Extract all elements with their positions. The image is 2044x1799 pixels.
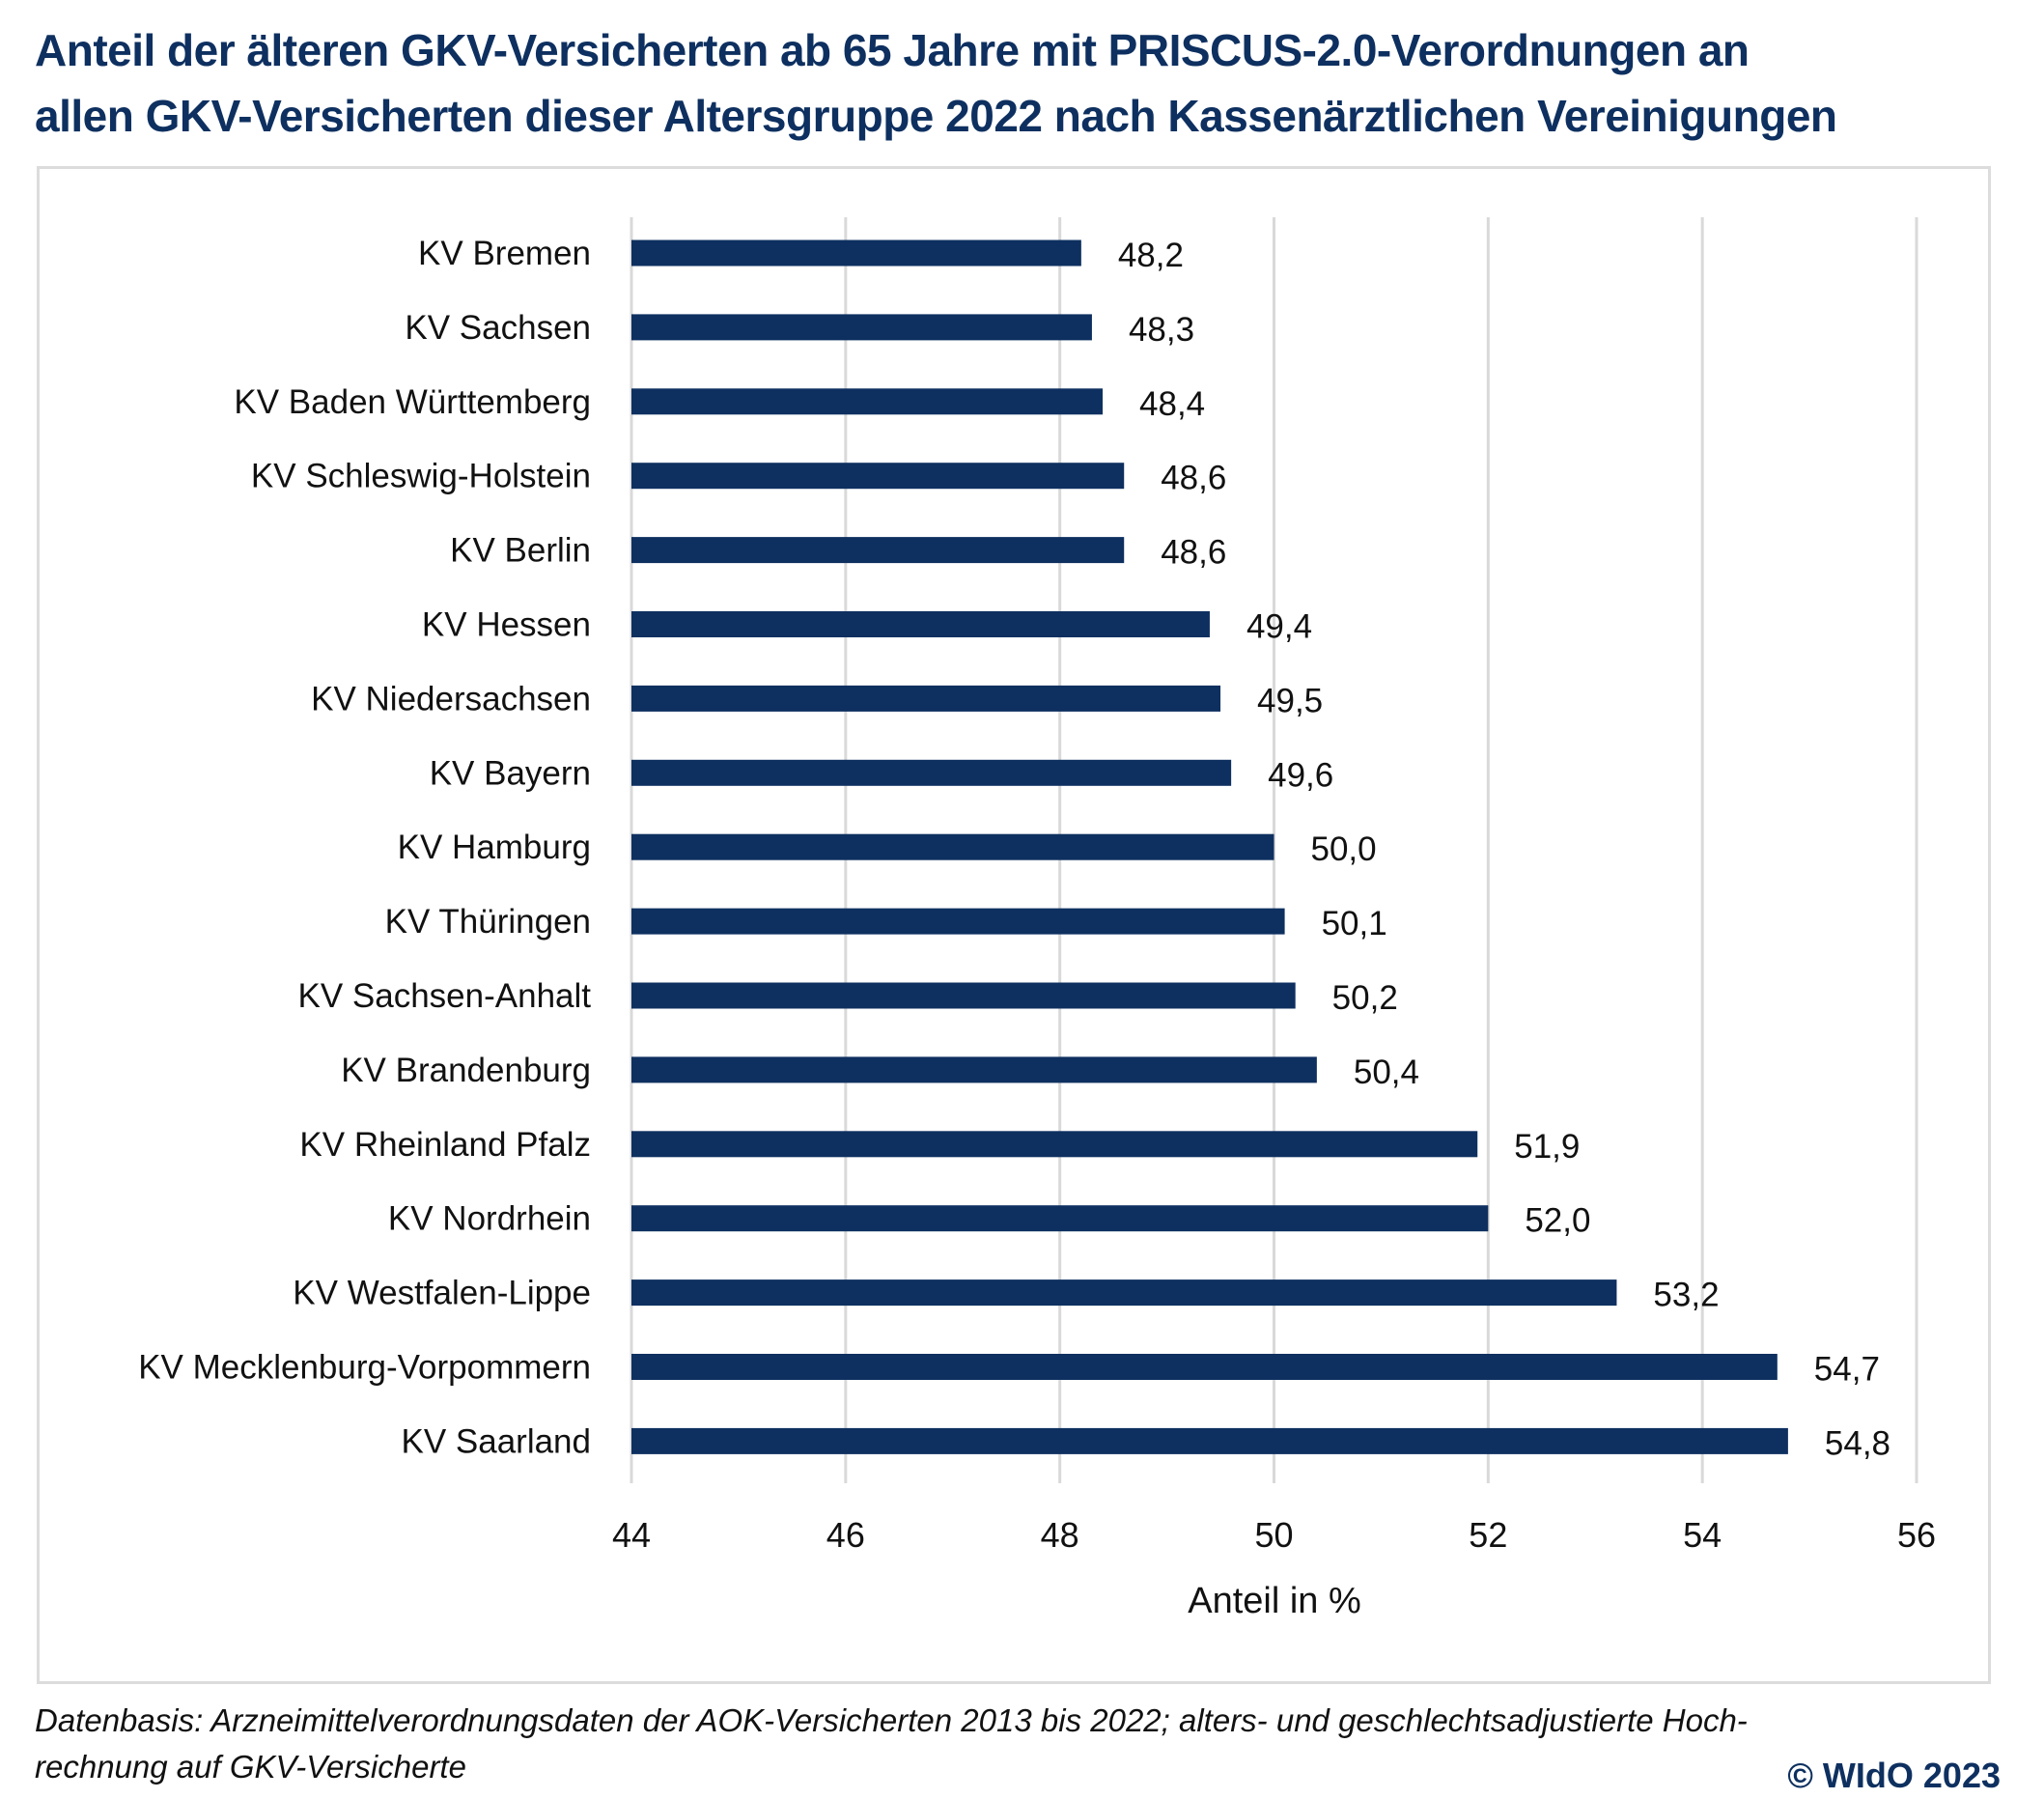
bars xyxy=(631,239,1788,1454)
category-label: KV Westfalen-Lippe xyxy=(293,1275,591,1312)
category-label: KV Brandenburg xyxy=(341,1052,591,1089)
x-tick-label: 56 xyxy=(1897,1515,1936,1555)
footnote: Datenbasis: Arzneimittelverordnungsdaten… xyxy=(35,1698,2024,1790)
value-label: 53,2 xyxy=(1653,1277,1719,1314)
bar xyxy=(631,759,1232,786)
bar xyxy=(631,982,1296,1009)
x-tick-label: 48 xyxy=(1041,1515,1079,1555)
category-label: KV Sachsen xyxy=(405,309,591,347)
category-label: KV Schleswig-Holstein xyxy=(251,458,591,495)
value-label: 49,6 xyxy=(1268,756,1333,794)
value-label: 49,5 xyxy=(1257,682,1323,719)
bar xyxy=(631,463,1125,490)
category-label: KV Baden Württemberg xyxy=(234,383,591,421)
value-label: 54,7 xyxy=(1814,1351,1880,1389)
value-label: 50,1 xyxy=(1322,905,1387,942)
x-tick-label: 50 xyxy=(1254,1515,1293,1555)
value-label: 48,2 xyxy=(1118,237,1184,274)
value-label: 48,3 xyxy=(1129,311,1194,349)
x-axis-title: Anteil in % xyxy=(1188,1581,1361,1621)
bar xyxy=(631,908,1285,935)
category-label: KV Thüringen xyxy=(385,903,591,941)
category-label: KV Bayern xyxy=(430,754,591,792)
bar xyxy=(631,1279,1617,1307)
value-label: 52,0 xyxy=(1525,1202,1590,1240)
chart-title-line-2: allen GKV-Versicherten dieser Altersgrup… xyxy=(35,91,1837,141)
bar xyxy=(631,239,1081,267)
category-label: KV Rheinland Pfalz xyxy=(299,1126,591,1164)
category-labels: KV Bremen KV Sachsen KV Baden Württemberg K… xyxy=(138,235,591,1460)
category-label: KV Niedersachsen xyxy=(311,680,591,717)
value-label: 51,9 xyxy=(1514,1128,1580,1166)
copyright: © WIdO 2023 xyxy=(1787,1756,2001,1795)
bar xyxy=(631,611,1210,637)
x-tick-label: 44 xyxy=(612,1515,651,1555)
value-label: 48,6 xyxy=(1161,534,1226,572)
footnote-line-1: Datenbasis: Arzneimittelverordnungsdaten… xyxy=(35,1702,1748,1738)
value-label: 50,2 xyxy=(1332,979,1398,1017)
chart-title-line-1: Anteil der älteren GKV-Versicherten ab 6… xyxy=(35,25,1750,75)
category-label: KV Hamburg xyxy=(398,829,591,866)
x-tick-label: 52 xyxy=(1469,1515,1507,1555)
value-label: 54,8 xyxy=(1825,1424,1890,1462)
value-label: 48,4 xyxy=(1139,385,1205,423)
value-label: 49,4 xyxy=(1246,608,1312,646)
x-tick-label: 46 xyxy=(826,1515,865,1555)
category-label: KV Saarland xyxy=(401,1422,591,1460)
bar xyxy=(631,685,1221,712)
value-labels: 48,2 48,3 48,4 48,6 48,6 49,4 49,5 49,6 50,0 50,1… xyxy=(1118,237,1890,1462)
value-label: 50,4 xyxy=(1354,1054,1419,1091)
x-tick-labels: 44 46 48 50 52 54 56 xyxy=(612,1515,1936,1555)
value-label: 48,6 xyxy=(1161,460,1226,497)
category-label: KV Sachsen-Anhalt xyxy=(297,977,591,1015)
bar xyxy=(631,1056,1317,1083)
category-label: KV Bremen xyxy=(418,235,591,272)
bar xyxy=(631,1131,1478,1158)
bar xyxy=(631,1427,1788,1454)
bar xyxy=(631,1205,1489,1232)
bar xyxy=(631,537,1125,564)
value-label: 50,0 xyxy=(1311,830,1377,868)
chart-title: Anteil der älteren GKV-Versicherten ab 6… xyxy=(35,17,2024,149)
category-label: KV Berlin xyxy=(450,532,591,570)
category-label: KV Nordrhein xyxy=(388,1200,591,1238)
bar xyxy=(631,314,1092,341)
x-tick-label: 54 xyxy=(1683,1515,1722,1555)
bar xyxy=(631,388,1104,415)
bar xyxy=(631,833,1274,860)
footnote-line-2: rechnung auf GKV-Versicherte xyxy=(35,1749,466,1785)
category-label: KV Hessen xyxy=(422,606,591,644)
category-label: KV Mecklenburg-Vorpommern xyxy=(138,1349,591,1387)
bar xyxy=(631,1354,1778,1380)
